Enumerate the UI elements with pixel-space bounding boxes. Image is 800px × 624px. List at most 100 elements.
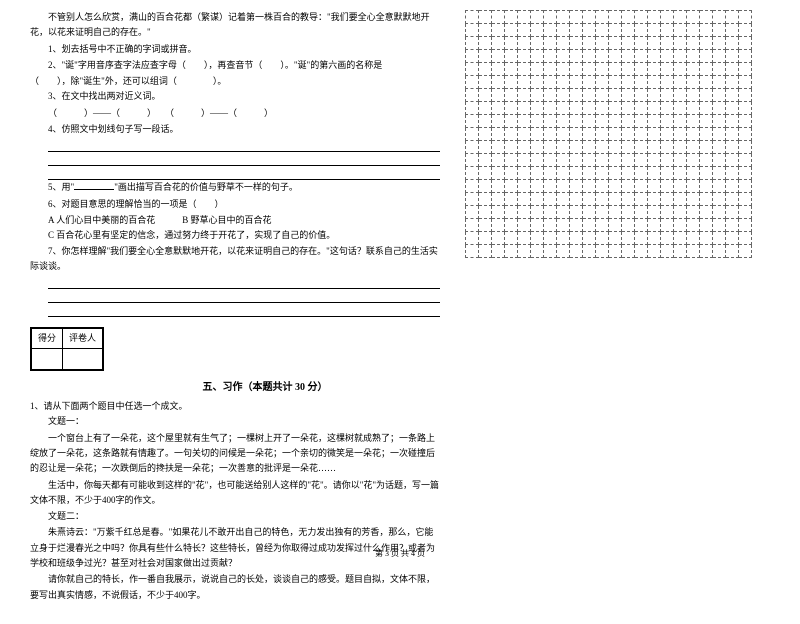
grid-cell[interactable] [479,76,492,89]
grid-cell[interactable] [726,154,739,167]
grid-cell[interactable] [687,167,700,180]
grid-cell[interactable] [622,89,635,102]
grid-cell[interactable] [622,167,635,180]
grid-cell[interactable] [635,89,648,102]
grid-cell[interactable] [544,180,557,193]
grid-cell[interactable] [531,245,544,258]
grid-cell[interactable] [674,76,687,89]
grader-cell[interactable] [63,349,103,369]
grid-cell[interactable] [648,245,661,258]
grid-cell[interactable] [674,128,687,141]
grid-cell[interactable] [739,76,752,89]
grid-cell[interactable] [492,115,505,128]
grid-cell[interactable] [518,115,531,128]
grid-cell[interactable] [583,63,596,76]
grid-cell[interactable] [492,102,505,115]
grid-cell[interactable] [674,193,687,206]
grid-cell[interactable] [557,37,570,50]
grid-cell[interactable] [609,141,622,154]
grid-cell[interactable] [713,180,726,193]
grid-cell[interactable] [531,63,544,76]
grid-cell[interactable] [726,63,739,76]
grid-cell[interactable] [505,24,518,37]
grid-cell[interactable] [713,89,726,102]
grid-cell[interactable] [687,11,700,24]
grid-cell[interactable] [687,102,700,115]
grid-cell[interactable] [635,11,648,24]
grid-cell[interactable] [596,50,609,63]
grid-cell[interactable] [700,76,713,89]
grid-cell[interactable] [570,141,583,154]
grid-cell[interactable] [479,154,492,167]
grid-cell[interactable] [739,89,752,102]
grid-cell[interactable] [518,245,531,258]
grid-cell[interactable] [583,89,596,102]
grid-cell[interactable] [635,167,648,180]
grid-cell[interactable] [648,89,661,102]
grid-cell[interactable] [596,180,609,193]
grid-cell[interactable] [635,24,648,37]
grid-cell[interactable] [492,24,505,37]
grid-cell[interactable] [518,219,531,232]
grid-cell[interactable] [596,63,609,76]
grid-cell[interactable] [674,115,687,128]
grid-cell[interactable] [570,193,583,206]
grid-cell[interactable] [700,11,713,24]
grid-cell[interactable] [726,37,739,50]
grid-cell[interactable] [661,193,674,206]
grid-cell[interactable] [635,245,648,258]
grid-cell[interactable] [739,115,752,128]
grid-cell[interactable] [635,50,648,63]
grid-cell[interactable] [557,180,570,193]
grid-cell[interactable] [570,232,583,245]
grid-cell[interactable] [531,193,544,206]
grid-cell[interactable] [739,24,752,37]
grid-cell[interactable] [635,115,648,128]
grid-cell[interactable] [661,102,674,115]
grid-cell[interactable] [583,24,596,37]
grid-cell[interactable] [570,50,583,63]
grid-cell[interactable] [635,141,648,154]
grid-cell[interactable] [674,245,687,258]
grid-cell[interactable] [466,219,479,232]
grid-cell[interactable] [739,154,752,167]
grid-cell[interactable] [531,206,544,219]
grid-cell[interactable] [544,167,557,180]
grid-cell[interactable] [544,193,557,206]
grid-cell[interactable] [570,24,583,37]
grid-cell[interactable] [557,63,570,76]
grid-cell[interactable] [687,63,700,76]
grid-cell[interactable] [518,206,531,219]
grid-cell[interactable] [726,76,739,89]
grid-cell[interactable] [583,102,596,115]
grid-cell[interactable] [648,115,661,128]
grid-cell[interactable] [570,63,583,76]
grid-cell[interactable] [674,50,687,63]
grid-cell[interactable] [544,115,557,128]
grid-cell[interactable] [596,245,609,258]
grid-cell[interactable] [479,11,492,24]
grid-cell[interactable] [661,141,674,154]
grid-cell[interactable] [622,154,635,167]
grid-cell[interactable] [635,102,648,115]
grid-cell[interactable] [544,11,557,24]
grid-cell[interactable] [596,141,609,154]
grid-cell[interactable] [622,193,635,206]
grid-cell[interactable] [739,180,752,193]
grid-cell[interactable] [687,193,700,206]
grid-cell[interactable] [466,63,479,76]
grid-cell[interactable] [531,232,544,245]
grid-cell[interactable] [505,219,518,232]
grid-cell[interactable] [570,154,583,167]
grid-cell[interactable] [635,180,648,193]
grid-cell[interactable] [635,219,648,232]
grid-cell[interactable] [700,232,713,245]
grid-cell[interactable] [492,206,505,219]
grid-cell[interactable] [505,232,518,245]
grid-cell[interactable] [713,128,726,141]
grid-cell[interactable] [739,206,752,219]
grid-cell[interactable] [609,180,622,193]
grid-cell[interactable] [492,141,505,154]
grid-cell[interactable] [466,102,479,115]
grid-cell[interactable] [518,102,531,115]
